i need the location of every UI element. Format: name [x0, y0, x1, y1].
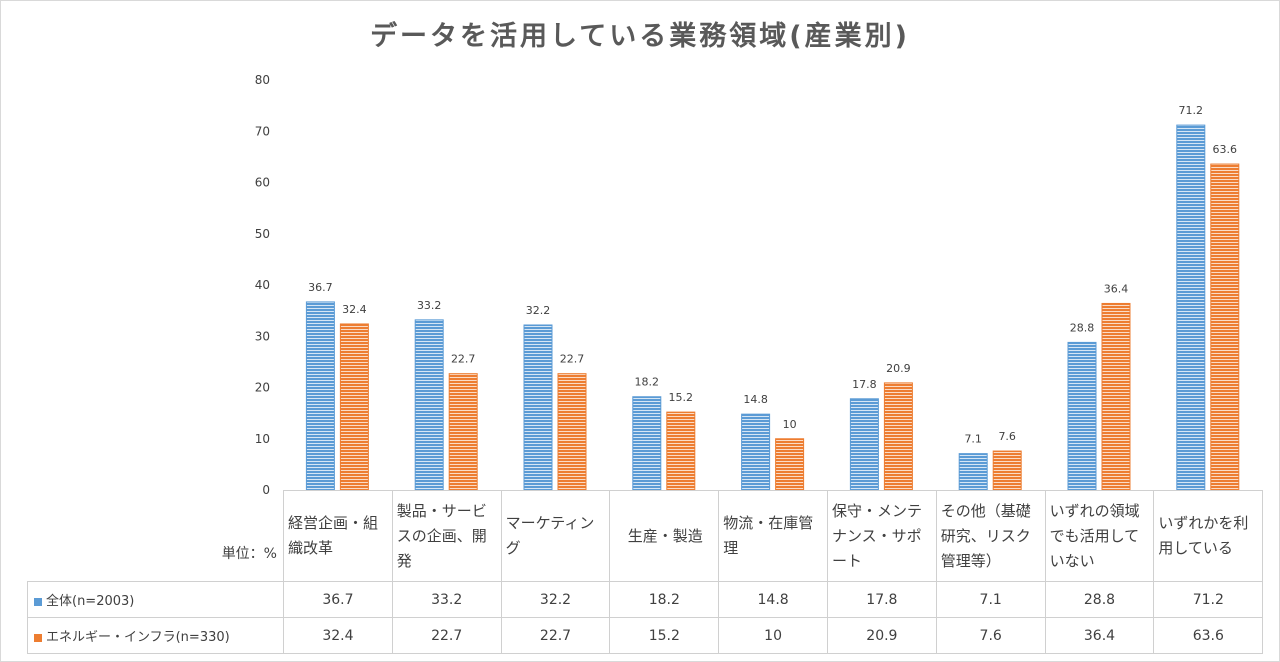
bar-energy-8 — [1210, 163, 1240, 491]
bar-all-5 — [849, 398, 879, 491]
y-tick-label: 50 — [255, 227, 270, 241]
data-label-energy-7: 36.4 — [1104, 282, 1129, 295]
data-labels: 36.7 32.4 33.2 22.7 32.2 22.7 18.2 15.2 14.8 10 17… — [308, 104, 1237, 446]
table-value-energy: 10 — [718, 617, 828, 654]
category-label: 生産・製造 — [609, 490, 720, 582]
table-value-all: 33.2 — [391, 581, 502, 618]
bar-all-4 — [741, 413, 771, 491]
series-name-energy: エネルギー・インフラ(n=330) — [27, 617, 284, 654]
table-value-all: 18.2 — [609, 581, 720, 618]
data-label-all-0: 36.7 — [308, 281, 333, 294]
series-label-energy: エネルギー・インフラ(n=330) — [46, 630, 230, 645]
table-value-energy: 20.9 — [826, 617, 937, 654]
category-label: いずれかを利用している — [1153, 490, 1264, 582]
table-corner: 単位：% — [27, 490, 284, 582]
data-label-energy-0: 32.4 — [342, 303, 367, 316]
bar-all-8 — [1176, 124, 1206, 491]
bar-all-0 — [305, 301, 335, 491]
table-value-energy: 15.2 — [609, 617, 720, 654]
category-label: その他（基礎研究、リスク管理等） — [935, 490, 1046, 582]
data-label-all-8: 71.2 — [1179, 104, 1204, 117]
bar-all-7 — [1067, 341, 1097, 491]
table-value-energy: 32.4 — [283, 617, 393, 654]
data-label-all-5: 17.8 — [852, 378, 877, 391]
data-label-energy-5: 20.9 — [886, 362, 911, 375]
bar-energy-6 — [992, 450, 1022, 491]
category-label: いずれの領域でも活用していない — [1044, 490, 1155, 582]
data-label-energy-1: 22.7 — [451, 353, 476, 366]
bar-energy-0 — [339, 323, 369, 491]
y-tick-label: 20 — [255, 381, 270, 395]
data-label-all-4: 14.8 — [743, 393, 768, 406]
legend-swatch-orange — [34, 633, 42, 642]
unit-label: 単位：% — [221, 546, 277, 562]
data-label-energy-3: 15.2 — [669, 391, 694, 404]
bar-energy-3 — [666, 411, 696, 491]
y-tick-label: 0 — [262, 483, 270, 497]
table-value-all: 17.8 — [826, 581, 937, 618]
y-tick-label: 30 — [255, 329, 270, 343]
bar-energy-7 — [1101, 302, 1131, 491]
table-value-all: 32.2 — [500, 581, 611, 618]
table-value-energy: 22.7 — [500, 617, 611, 654]
data-label-energy-4: 10 — [783, 418, 797, 431]
category-label: 物流・在庫管理 — [718, 490, 828, 582]
series-label-all: 全体(n=2003) — [46, 594, 135, 609]
series-row-all: 全体(n=2003) 36.7 33.2 32.2 18.2 14.8 17.8 7.1 28… — [27, 581, 1264, 618]
data-label-all-3: 18.2 — [635, 376, 660, 389]
y-tick-label: 10 — [255, 432, 270, 446]
table-value-energy: 22.7 — [391, 617, 502, 654]
y-axis: 0 10 20 30 40 50 60 70 80 — [255, 73, 270, 497]
data-label-all-1: 33.2 — [417, 299, 442, 312]
table-value-all: 36.7 — [283, 581, 393, 618]
data-label-all-6: 7.1 — [964, 433, 982, 446]
data-label-all-2: 32.2 — [526, 304, 551, 317]
bar-energy-1 — [448, 373, 478, 491]
table-value-energy: 36.4 — [1044, 617, 1155, 654]
bar-energy-2 — [557, 373, 587, 491]
data-label-all-7: 28.8 — [1070, 321, 1095, 334]
table-value-all: 14.8 — [718, 581, 828, 618]
data-table: 単位：% 経営企画・組織改革 製品・サービスの企画、開発 マーケティング 生産・製造物… — [27, 490, 1264, 654]
y-tick-label: 60 — [255, 176, 270, 190]
data-label-energy-8: 63.6 — [1213, 143, 1238, 156]
table-value-all: 71.2 — [1153, 581, 1264, 618]
series-name-all: 全体(n=2003) — [27, 581, 284, 618]
bar-all-6 — [958, 453, 988, 491]
table-value-energy: 63.6 — [1153, 617, 1264, 654]
table-value-energy: 7.6 — [935, 617, 1046, 654]
category-label: 製品・サービスの企画、開発 — [391, 490, 502, 582]
series-row-energy: エネルギー・インフラ(n=330) 32.4 22.7 22.7 15.2 10 20.9… — [27, 617, 1264, 654]
legend-swatch-blue — [34, 597, 42, 606]
category-row: 単位：% 経営企画・組織改革 製品・サービスの企画、開発 マーケティング 生産・製造物… — [27, 490, 1264, 582]
bar-all-1 — [414, 319, 444, 491]
bars — [305, 124, 1240, 491]
data-label-energy-2: 22.7 — [560, 353, 585, 366]
bar-energy-4 — [775, 438, 805, 491]
bar-all-2 — [523, 324, 553, 491]
category-label: 保守・メンテナンス・サポート — [826, 490, 937, 582]
table-value-all: 7.1 — [935, 581, 1046, 618]
data-label-energy-6: 7.6 — [998, 430, 1016, 443]
category-label: マーケティング — [500, 490, 611, 582]
table-value-all: 28.8 — [1044, 581, 1155, 618]
y-tick-label: 40 — [255, 278, 270, 292]
chart-title: データを活用している業務領域(産業別) — [370, 21, 910, 52]
bar-energy-5 — [883, 382, 913, 491]
bar-all-3 — [632, 396, 662, 491]
y-tick-label: 80 — [255, 73, 270, 87]
y-tick-label: 70 — [255, 124, 270, 138]
category-label: 経営企画・組織改革 — [283, 490, 393, 582]
